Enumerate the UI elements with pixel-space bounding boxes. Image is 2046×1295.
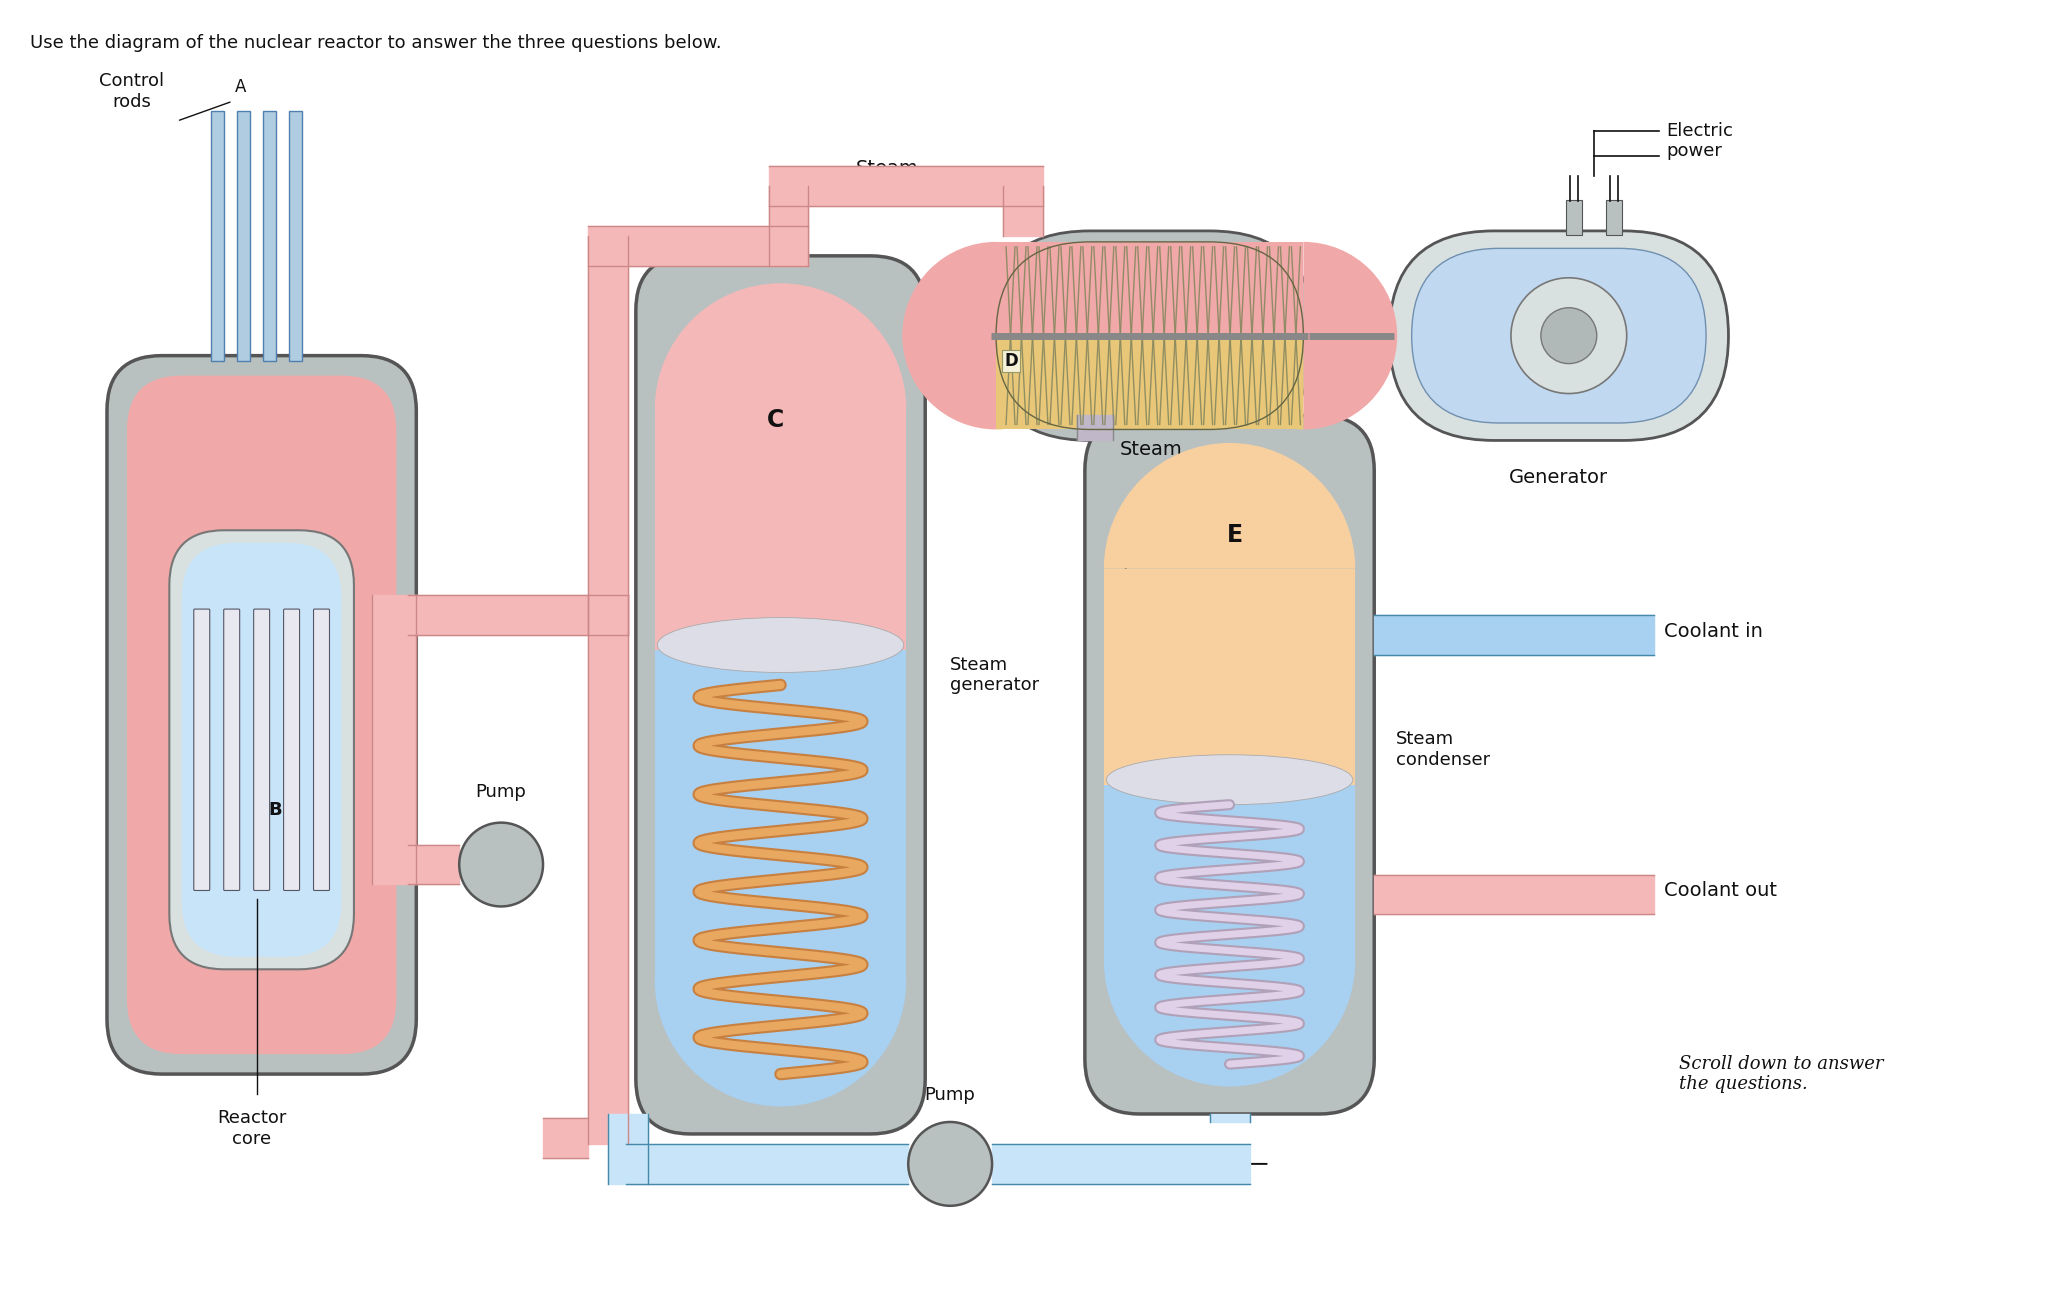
- Wedge shape: [902, 242, 996, 430]
- Wedge shape: [655, 980, 906, 1106]
- Text: E: E: [1226, 523, 1242, 548]
- FancyBboxPatch shape: [1389, 231, 1729, 440]
- FancyBboxPatch shape: [106, 356, 415, 1074]
- FancyBboxPatch shape: [170, 530, 354, 970]
- Text: Coolant in: Coolant in: [1663, 622, 1762, 641]
- FancyBboxPatch shape: [1565, 199, 1582, 234]
- Bar: [1105, 785, 1354, 961]
- Wedge shape: [1209, 335, 1303, 430]
- Bar: [655, 650, 906, 980]
- FancyBboxPatch shape: [984, 231, 1314, 440]
- FancyBboxPatch shape: [284, 609, 299, 891]
- Text: Reactor
core: Reactor core: [217, 1109, 286, 1147]
- Text: Generator: Generator: [1510, 469, 1608, 487]
- Bar: [996, 335, 1303, 430]
- Ellipse shape: [1107, 755, 1352, 804]
- Wedge shape: [655, 284, 906, 409]
- FancyBboxPatch shape: [1606, 199, 1622, 234]
- Wedge shape: [996, 335, 1091, 430]
- FancyBboxPatch shape: [636, 256, 925, 1134]
- FancyBboxPatch shape: [223, 609, 239, 891]
- FancyBboxPatch shape: [211, 111, 225, 360]
- Text: D: D: [1005, 352, 1017, 369]
- Bar: [655, 409, 906, 650]
- Text: Scroll down to answer
the questions.: Scroll down to answer the questions.: [1678, 1054, 1882, 1093]
- Text: Use the diagram of the nuclear reactor to answer the three questions below.: Use the diagram of the nuclear reactor t…: [31, 35, 722, 52]
- FancyBboxPatch shape: [194, 609, 211, 891]
- Wedge shape: [1105, 961, 1354, 1087]
- Wedge shape: [1303, 242, 1397, 430]
- Text: A: A: [235, 78, 246, 96]
- Circle shape: [458, 822, 542, 906]
- Circle shape: [1510, 278, 1627, 394]
- Ellipse shape: [657, 618, 904, 672]
- Bar: [996, 242, 1303, 335]
- FancyBboxPatch shape: [1412, 249, 1706, 423]
- Text: C: C: [767, 408, 784, 433]
- Text: Turbine: Turbine: [1095, 469, 1166, 487]
- Text: Steam
generator: Steam generator: [949, 655, 1039, 694]
- FancyBboxPatch shape: [182, 543, 342, 957]
- Text: Control
rods: Control rods: [100, 73, 164, 111]
- Text: Coolant out: Coolant out: [1663, 881, 1776, 900]
- FancyBboxPatch shape: [237, 111, 250, 360]
- Text: Pump: Pump: [925, 1087, 976, 1105]
- Text: B: B: [268, 800, 282, 818]
- FancyBboxPatch shape: [264, 111, 276, 360]
- FancyBboxPatch shape: [1084, 416, 1375, 1114]
- Circle shape: [908, 1121, 992, 1206]
- Text: Steam: Steam: [855, 159, 919, 177]
- Bar: [1105, 569, 1354, 785]
- Wedge shape: [1105, 443, 1354, 569]
- FancyBboxPatch shape: [254, 609, 270, 891]
- Text: Electric
power: Electric power: [1667, 122, 1733, 161]
- Text: Pump: Pump: [475, 782, 526, 800]
- FancyBboxPatch shape: [288, 111, 303, 360]
- FancyBboxPatch shape: [127, 376, 397, 1054]
- Text: Steam
condenser: Steam condenser: [1395, 730, 1489, 769]
- FancyBboxPatch shape: [313, 609, 329, 891]
- Circle shape: [1541, 308, 1596, 364]
- Text: Steam: Steam: [1119, 440, 1183, 460]
